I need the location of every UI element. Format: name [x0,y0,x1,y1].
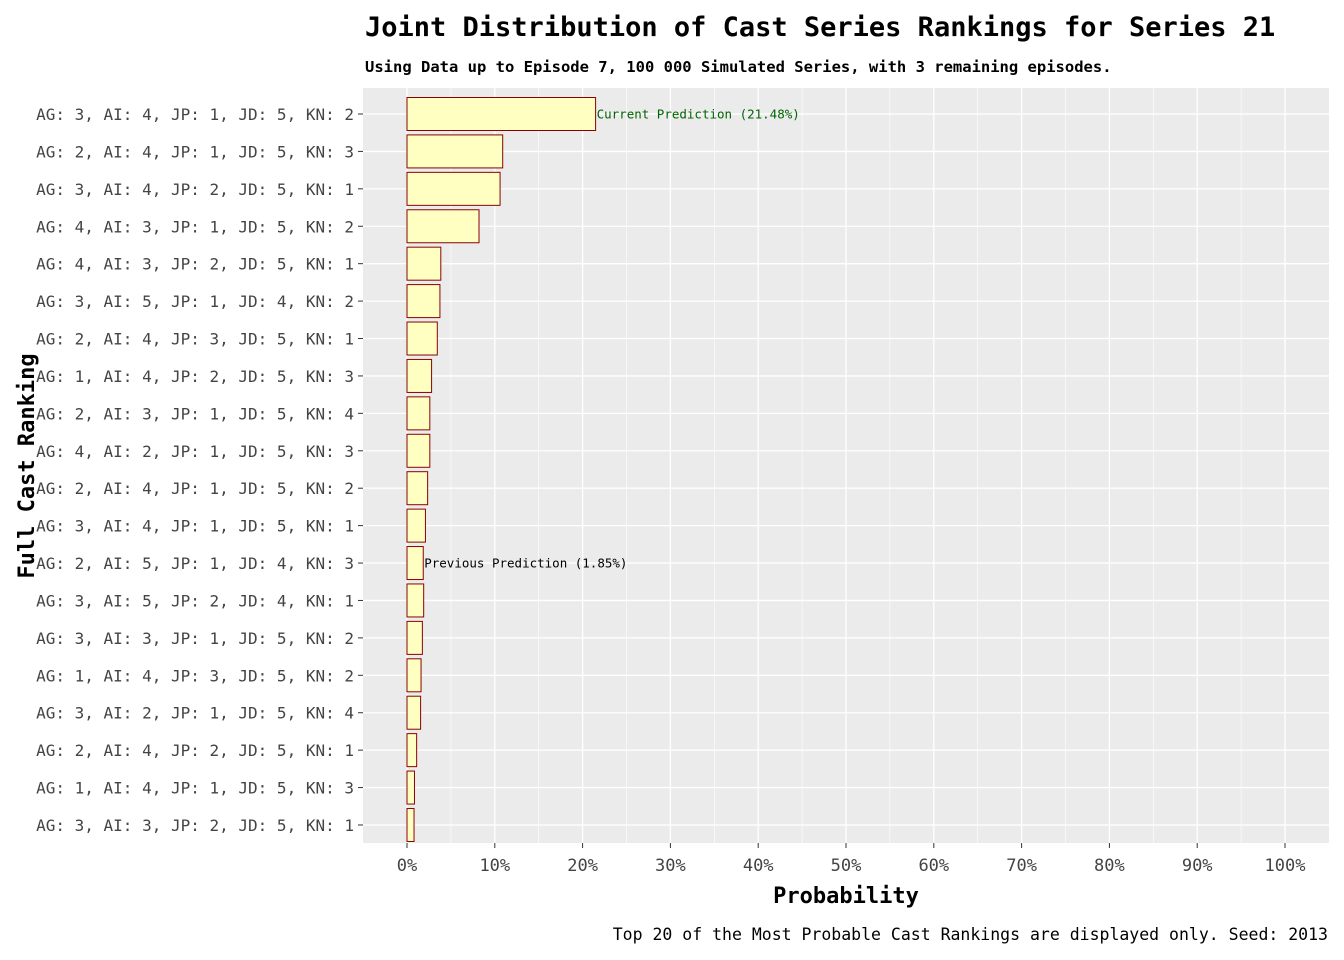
bars [406,97,597,842]
y-tick-labels: AG: 3, AI: 4, JP: 1, JD: 5, KN: 2 AG: 2, … [36,105,363,835]
bar [406,433,431,468]
y-tick-label: AG: 3, AI: 5, JP: 1, JD: 4, KN: 2 [36,292,354,311]
bar [406,733,418,768]
y-tick-label: AG: 4, AI: 2, JP: 1, JD: 5, KN: 3 [36,442,354,461]
bar [406,358,433,393]
x-tick-labels: 0% 10% 20% 30% 40% 50% 60% 70% 80% 90% 100% [397,843,1306,876]
y-tick-label: AG: 2, AI: 4, JP: 3, JD: 5, KN: 1 [36,330,354,349]
chart-subtitle: Using Data up to Episode 7, 100 000 Simu… [365,58,1112,76]
bar [406,246,442,281]
bar [406,546,424,581]
y-tick-label: AG: 2, AI: 3, JP: 1, JD: 5, KN: 4 [36,404,354,423]
x-tick-label: 100% [1265,856,1306,876]
chart-caption: Top 20 of the Most Probable Cast Ranking… [613,925,1328,944]
bar [406,396,431,431]
bar [406,658,422,693]
bar [406,807,415,842]
y-tick-label: AG: 3, AI: 4, JP: 2, JD: 5, KN: 1 [36,180,354,199]
y-tick-label: AG: 2, AI: 4, JP: 1, JD: 5, KN: 3 [36,142,354,161]
bar [406,471,429,506]
bar [406,583,425,618]
x-tick-label: 40% [743,856,774,876]
y-tick-label: AG: 2, AI: 4, JP: 2, JD: 5, KN: 1 [36,741,354,760]
annotations: Current Prediction (21.48%) Previous Pred… [424,107,800,571]
bar [406,695,422,730]
x-tick-label: 20% [567,856,598,876]
bar [406,620,423,655]
x-tick-label: 10% [479,856,510,876]
bar [406,321,438,356]
y-tick-label: AG: 3, AI: 2, JP: 1, JD: 5, KN: 4 [36,704,354,723]
x-tick-label: 50% [831,856,862,876]
y-tick-label: AG: 1, AI: 4, JP: 1, JD: 5, KN: 3 [36,779,354,798]
bar [406,171,501,206]
y-tick-label: AG: 1, AI: 4, JP: 2, JD: 5, KN: 3 [36,367,354,386]
y-tick-label: AG: 3, AI: 4, JP: 1, JD: 5, KN: 1 [36,517,354,536]
y-tick-label: AG: 3, AI: 3, JP: 1, JD: 5, KN: 2 [36,629,354,648]
y-tick-label: AG: 2, AI: 5, JP: 1, JD: 4, KN: 3 [36,554,354,573]
bar [406,134,504,169]
y-tick-label: AG: 3, AI: 4, JP: 1, JD: 5, KN: 2 [36,105,354,124]
x-tick-label: 80% [1094,856,1125,876]
annotation-label: Previous Prediction (1.85%) [424,556,627,571]
y-tick-label: AG: 2, AI: 4, JP: 1, JD: 5, KN: 2 [36,479,354,498]
bar [406,770,415,805]
y-tick-label: AG: 4, AI: 3, JP: 1, JD: 5, KN: 2 [36,217,354,236]
y-tick-label: AG: 3, AI: 3, JP: 2, JD: 5, KN: 1 [36,816,354,835]
y-tick-label: AG: 1, AI: 4, JP: 3, JD: 5, KN: 2 [36,666,354,685]
y-tick-label: AG: 3, AI: 5, JP: 2, JD: 4, KN: 1 [36,591,354,610]
x-tick-label: 60% [918,856,949,876]
bar [406,508,426,543]
y-axis-title: Full Cast Ranking [15,353,40,578]
bar [406,209,480,244]
x-tick-label: 30% [655,856,686,876]
bar [406,284,441,319]
x-tick-label: 0% [397,856,417,876]
annotation-label: Current Prediction (21.48%) [597,107,800,122]
x-axis-title: Probability [773,884,919,909]
bar [406,97,597,131]
y-tick-label: AG: 4, AI: 3, JP: 2, JD: 5, KN: 1 [36,255,354,274]
x-tick-label: 90% [1182,856,1213,876]
chart-title: Joint Distribution of Cast Series Rankin… [365,12,1275,43]
x-tick-label: 70% [1006,856,1037,876]
